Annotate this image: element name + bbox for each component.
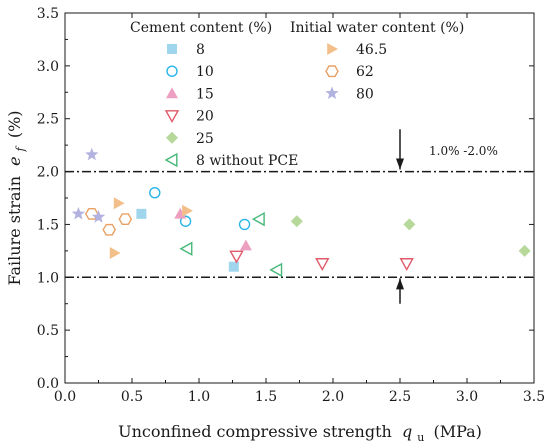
y-tick-label: 1.5 [37, 217, 59, 233]
legend-label: 8 without PCE [196, 153, 298, 169]
data-point [251, 211, 265, 227]
range-annotation: 1.0% -2.0% [429, 144, 498, 158]
x-tick-label: 2.0 [322, 389, 344, 405]
y-tick-label: 2.5 [37, 112, 59, 128]
x-tick-label: 0.0 [54, 389, 76, 405]
x-tick-label: 1.5 [255, 389, 277, 405]
data-point [182, 204, 193, 217]
legend-marker [166, 65, 178, 77]
data-point [85, 147, 99, 161]
y-tick-label: 0.0 [37, 376, 59, 392]
x-tick-label: 1.0 [188, 389, 210, 405]
legend-marker [166, 131, 178, 144]
x-axis-title-sub: u [417, 431, 424, 444]
x-axis-title-text: Unconfined compressive strength [118, 422, 392, 441]
data-point [102, 223, 117, 236]
data-point [179, 241, 193, 256]
data-point [149, 187, 161, 199]
legend-label: 25 [196, 131, 214, 147]
legend-marker [325, 65, 339, 78]
data-point [290, 215, 303, 228]
y-axis-title: Failure strain e f (%) [5, 110, 28, 285]
data-point [118, 213, 133, 226]
legend-label: 20 [196, 109, 214, 125]
data-point [136, 208, 147, 219]
legend-label: 8 [196, 42, 205, 58]
data-point [269, 262, 283, 278]
data-point [518, 244, 531, 257]
legend-marker [166, 87, 178, 99]
data-point [315, 258, 330, 271]
y-axis-title-sub: f [14, 145, 27, 152]
legend-header-cement: Cement content (%) [130, 20, 272, 36]
data-point [113, 197, 125, 210]
data-point [399, 258, 414, 271]
data-points [71, 147, 531, 278]
y-tick-label: 3.0 [37, 59, 59, 75]
data-point [71, 206, 86, 220]
legend: Cement content (%) Initial water content… [130, 20, 464, 169]
legend-marker [167, 44, 177, 54]
data-point [179, 215, 192, 227]
legend-label: 10 [196, 64, 214, 80]
x-tick-label: 3.0 [456, 389, 478, 405]
arrow-head [396, 278, 404, 290]
data-point [228, 261, 239, 272]
arrow-head [396, 158, 404, 170]
legend-label: 15 [196, 86, 214, 102]
y-axis-title-symbol: e [5, 156, 24, 165]
x-axis-title-unit: (MPa) [433, 422, 481, 441]
data-point [229, 250, 244, 264]
x-tick-label: 0.5 [121, 389, 143, 405]
data-point [403, 218, 416, 231]
legend-marker [325, 86, 339, 100]
x-tick-label: 3.5 [523, 389, 545, 405]
y-tick-label: 2.0 [37, 165, 59, 181]
y-axis-title-unit: (%) [5, 110, 24, 138]
x-axis-title: Unconfined compressive strength q u (MPa… [118, 422, 482, 445]
y-axis-title-text: Failure strain [5, 176, 24, 286]
plot-frame [64, 12, 535, 384]
x-axis-title-symbol: q [402, 422, 412, 441]
axes-layer: 0.0 0.5 1.0 1.5 2.0 2.5 3.0 3.5 0.0 0.5 1.0 1.5 2.0 2… [37, 6, 545, 405]
x-tick-label: 2.5 [389, 389, 411, 405]
legend-label: 46.5 [356, 42, 387, 58]
legend-label: 80 [356, 86, 374, 102]
y-tick-label: 0.5 [37, 323, 59, 339]
data-point [239, 239, 252, 251]
data-point [238, 218, 251, 231]
legend-label: 62 [356, 64, 374, 80]
legend-marker [327, 43, 338, 55]
data-point [109, 246, 121, 259]
data-point [91, 210, 106, 223]
y-tick-label: 3.5 [37, 6, 59, 22]
annotation-arrows [396, 129, 404, 304]
legend-marker [164, 110, 180, 124]
reference-lines [65, 170, 534, 279]
y-tick-label: 1.0 [37, 270, 59, 286]
legend-marker [164, 152, 178, 168]
legend-header-water: Initial water content (%) [290, 20, 464, 36]
